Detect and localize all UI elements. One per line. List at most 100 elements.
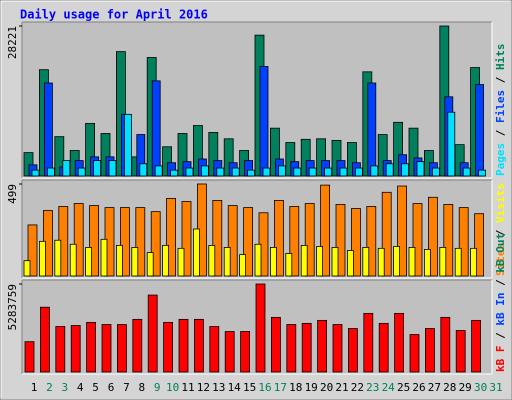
bar [101, 324, 112, 373]
bar [447, 111, 456, 177]
bar [331, 139, 342, 177]
bar [212, 200, 223, 277]
x-tick-label: 17 [274, 381, 287, 394]
bar [363, 312, 374, 373]
bar [177, 133, 188, 177]
bar [394, 312, 405, 373]
bar [162, 244, 170, 277]
legend: Sites / Visits [494, 183, 507, 276]
legend-separator: / [494, 123, 507, 143]
x-tick-label: 22 [351, 381, 364, 394]
bar [316, 246, 324, 277]
bar [24, 341, 35, 373]
bar [335, 204, 346, 277]
bar [408, 127, 419, 177]
bar [135, 207, 146, 277]
legend-item: Hits [494, 44, 507, 71]
bar [458, 207, 469, 277]
bar [462, 167, 471, 177]
bar [23, 260, 31, 277]
bar [224, 331, 235, 373]
bar [147, 294, 158, 373]
bar [85, 247, 92, 277]
bar [100, 238, 108, 277]
bar [300, 138, 311, 177]
bar [223, 138, 234, 177]
x-tick-label: 4 [77, 381, 84, 394]
bar [47, 167, 55, 177]
bar [331, 247, 339, 277]
x-tick-label: 23 [366, 381, 379, 394]
bar [362, 247, 370, 277]
bar [455, 330, 466, 373]
x-tick-label: 3 [61, 381, 68, 394]
x-tick-label: 29 [459, 381, 472, 394]
bar [416, 161, 425, 177]
bar [70, 325, 81, 373]
bar [27, 224, 38, 277]
bar [269, 127, 280, 177]
bar [401, 163, 410, 177]
legend-item: Visits [494, 183, 507, 223]
bar [243, 207, 254, 277]
bar [443, 204, 454, 277]
bar [286, 324, 297, 373]
bar [89, 205, 99, 277]
bar [412, 203, 423, 277]
bar [277, 165, 286, 177]
legend-item: kB In [494, 293, 507, 326]
bar [247, 169, 256, 177]
bar [347, 328, 358, 373]
legend-separator: / [494, 223, 507, 243]
y-tick-label: 28221 [6, 26, 19, 59]
x-tick-label: 12 [197, 381, 210, 394]
legend-item: Pages [494, 143, 507, 176]
x-tick-label: 11 [181, 381, 194, 394]
legend-item: Sites [494, 243, 507, 276]
bar [370, 165, 379, 177]
x-tick-label: 28 [443, 381, 456, 394]
x-tick-label: 16 [258, 381, 271, 394]
bar [150, 211, 161, 277]
bar [146, 252, 154, 277]
bar [339, 167, 348, 177]
bar [440, 316, 451, 373]
x-tick-label: 15 [243, 381, 256, 394]
bar [332, 324, 343, 373]
bar [177, 247, 185, 277]
x-tick-label: 26 [412, 381, 425, 394]
x-tick-label: 6 [108, 381, 115, 394]
bar [170, 169, 179, 177]
bar [208, 132, 219, 177]
x-tick-label: 24 [382, 381, 396, 394]
bar [393, 246, 401, 277]
bar [350, 208, 361, 277]
bar [40, 306, 50, 373]
legend-separator: / [494, 273, 507, 293]
bar [377, 247, 385, 277]
bar [223, 247, 231, 277]
legend-separator: / [494, 326, 507, 346]
bar [385, 163, 394, 177]
bar [163, 321, 174, 373]
bar [377, 134, 388, 177]
bar [39, 240, 46, 277]
bar [31, 169, 40, 177]
x-tick-label: 7 [123, 381, 130, 394]
bar [308, 167, 317, 177]
bar [367, 82, 377, 177]
bar [93, 160, 101, 177]
bar [54, 239, 62, 277]
bar [273, 200, 284, 277]
bar [181, 201, 192, 277]
bar [474, 213, 485, 277]
x-tick-label: 2 [46, 381, 53, 394]
bar [304, 203, 315, 277]
bar [423, 249, 431, 277]
bar [116, 244, 123, 277]
bar [431, 167, 440, 177]
bar [240, 331, 251, 373]
legend: Pages / Files / Hits [494, 44, 507, 177]
legend-item: kB F [494, 346, 507, 373]
